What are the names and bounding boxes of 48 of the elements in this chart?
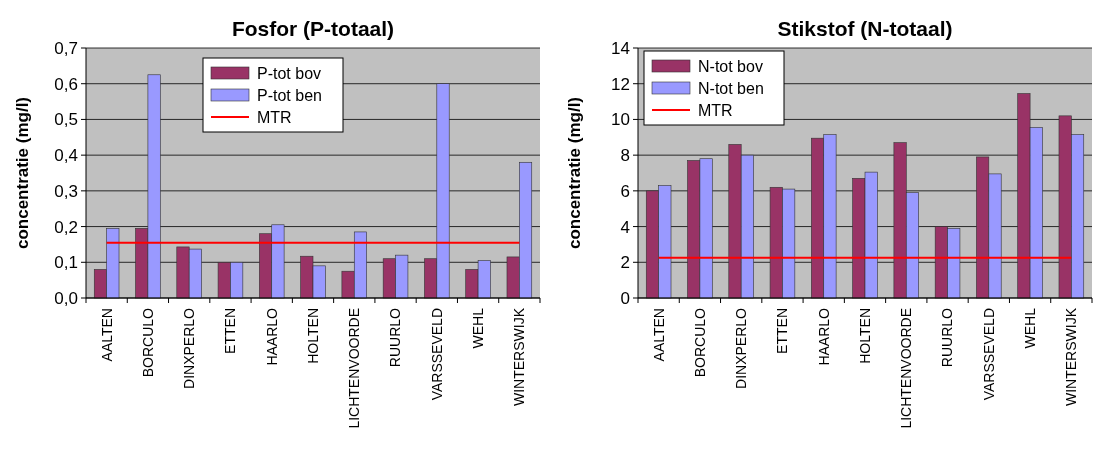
y-tick-label: 10 <box>611 110 630 130</box>
x-tick-label: DINXPERLO <box>181 307 198 389</box>
x-tick-label: VARSSEVELD <box>428 308 445 401</box>
y-tick-label: 0,5 <box>54 110 78 130</box>
x-tick-label: VARSSEVELD <box>980 308 997 401</box>
x-tick-label: AALTEN <box>650 308 667 362</box>
x-tick-label: HOLTEN <box>304 308 321 364</box>
legend-label: MTR <box>257 108 292 126</box>
x-tick-label: RUURLO <box>939 307 956 368</box>
x-tick-label: HAARLO <box>263 307 280 366</box>
y-tick-label: 8 <box>620 146 630 166</box>
y-axis-title: concentratie (mg/l) <box>565 96 584 250</box>
legend-label: MTR <box>698 101 733 119</box>
x-tick-label: WINTERSWIJK <box>511 307 528 406</box>
legend-label: P-tot ben <box>257 86 322 104</box>
legend-label: P-tot bov <box>257 64 322 82</box>
x-tick-label: BORCULO <box>139 307 156 378</box>
x-tick-label: WEHL <box>1021 307 1038 349</box>
y-tick-label: 0,3 <box>54 181 78 201</box>
x-tick-label: ETTEN <box>222 308 239 354</box>
x-tick-label: WEHL <box>469 307 486 349</box>
x-tick-label: WINTERSWIJK <box>1063 307 1080 406</box>
x-tick-label: RUURLO <box>387 307 404 368</box>
x-tick-label: HOLTEN <box>856 308 873 364</box>
y-tick-label: 0,6 <box>54 74 78 94</box>
x-tick-label: LICHTENVOORDE <box>346 308 363 429</box>
y-tick-label: 12 <box>611 74 630 94</box>
x-tick-label: AALTEN <box>98 308 115 362</box>
legend-label: N-tot ben <box>698 79 764 97</box>
y-tick-label: 0,0 <box>54 288 78 308</box>
chart-title: Stikstof (N-totaal) <box>777 17 953 40</box>
chart-title: Fosfor (P-totaal) <box>231 17 395 40</box>
legend-label: N-tot bov <box>698 57 763 75</box>
y-tick-label: 6 <box>620 181 630 201</box>
y-axis-title: concentratie (mg/l) <box>13 96 32 250</box>
y-tick-label: 0,4 <box>54 146 78 166</box>
y-tick-label: 0,7 <box>54 38 78 58</box>
y-tick-label: 14 <box>611 38 630 58</box>
x-tick-label: HAARLO <box>815 307 832 366</box>
y-tick-label: 0,1 <box>54 253 78 273</box>
y-tick-label: 0 <box>620 288 630 308</box>
x-tick-label: DINXPERLO <box>733 307 750 389</box>
y-tick-label: 2 <box>620 253 630 273</box>
y-tick-label: 0,2 <box>54 217 78 237</box>
x-tick-label: ETTEN <box>774 308 791 354</box>
x-tick-label: LICHTENVOORDE <box>898 308 915 429</box>
x-tick-label: BORCULO <box>691 307 708 378</box>
y-tick-label: 4 <box>620 217 630 237</box>
